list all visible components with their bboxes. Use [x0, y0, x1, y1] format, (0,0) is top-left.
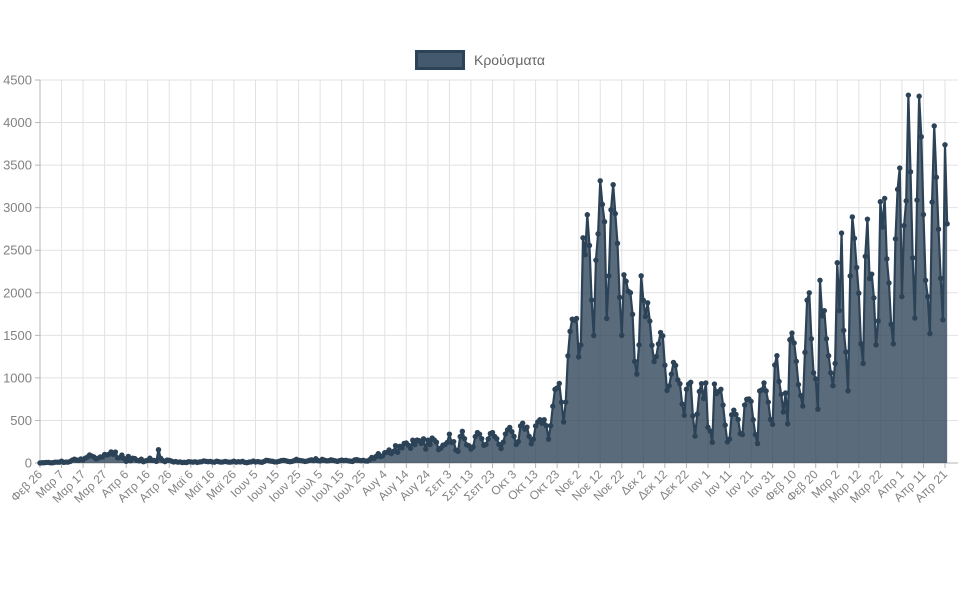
svg-text:1500: 1500 — [3, 328, 32, 343]
svg-text:3000: 3000 — [3, 200, 32, 215]
y-axis-tick-labels: 0 500 1000 1500 2000 2500 3000 3500 4000 4500 — [3, 73, 32, 471]
svg-text:2500: 2500 — [3, 243, 32, 258]
legend[interactable]: Κρούσματα — [415, 50, 545, 70]
legend-swatch[interactable] — [415, 50, 466, 70]
svg-text:4500: 4500 — [3, 73, 32, 88]
svg-text:2000: 2000 — [3, 285, 32, 300]
y-gridlines — [35, 79, 958, 464]
legend-label[interactable]: Κρούσματα — [474, 52, 545, 68]
cases-markers[interactable] — [37, 92, 950, 466]
cases-area — [40, 95, 948, 464]
svg-text:3500: 3500 — [3, 158, 32, 173]
svg-text:1000: 1000 — [3, 370, 32, 385]
svg-text:0: 0 — [25, 456, 32, 471]
svg-text:4000: 4000 — [3, 115, 32, 130]
svg-text:500: 500 — [10, 413, 32, 428]
